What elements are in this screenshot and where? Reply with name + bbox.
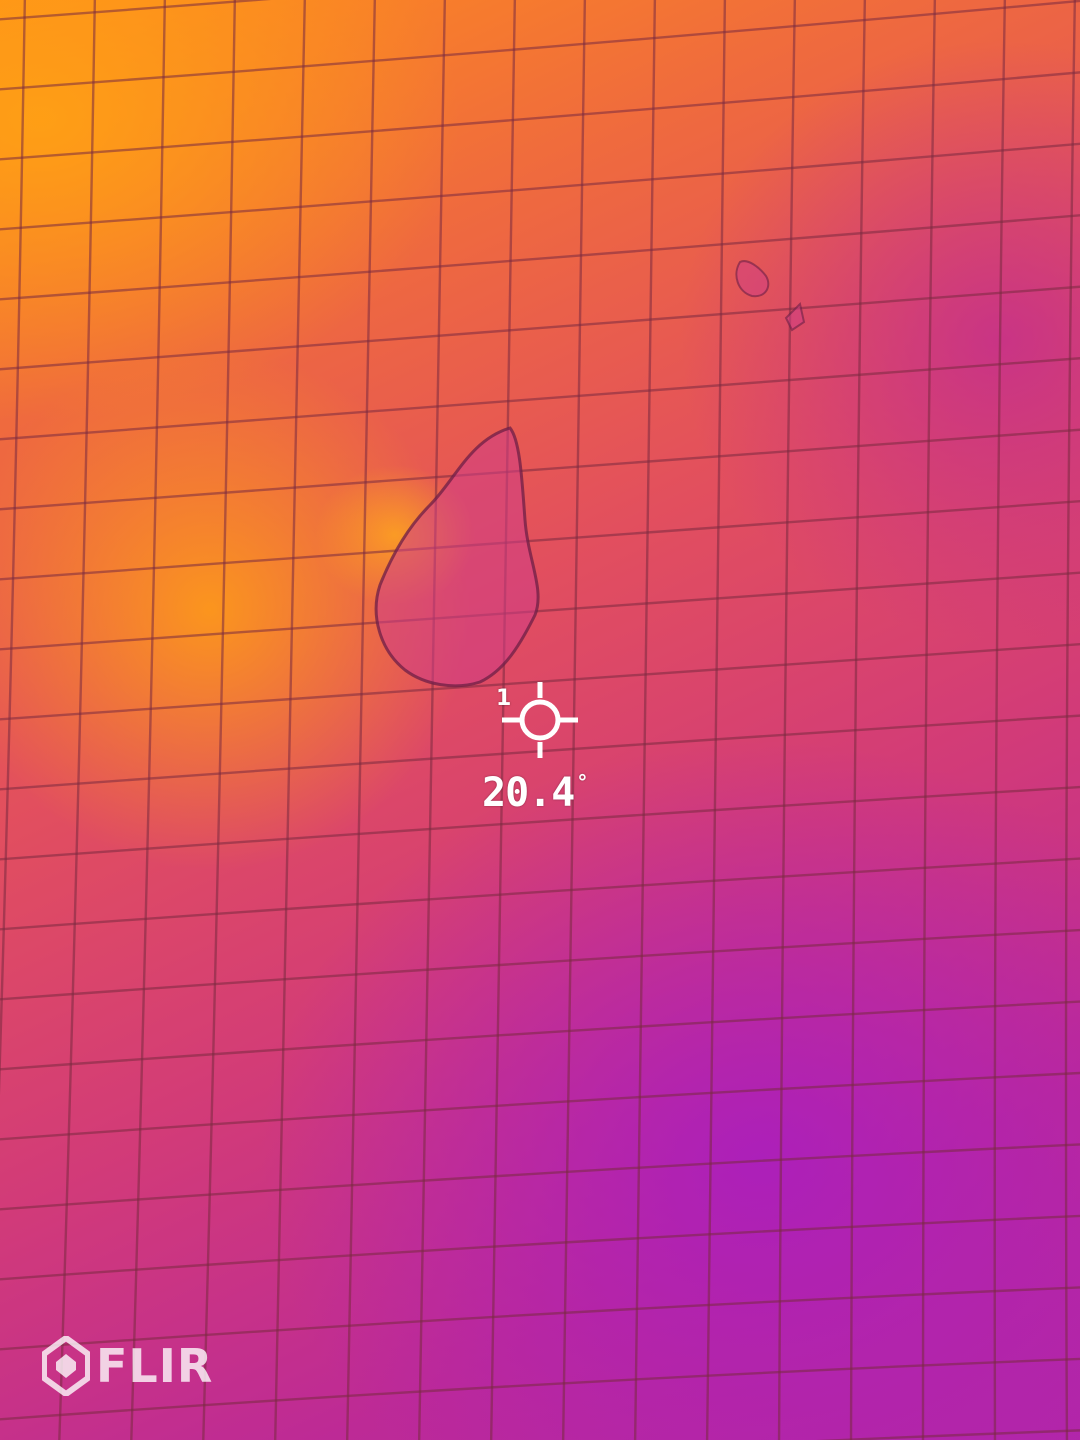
flir-diamond-icon	[42, 1336, 90, 1396]
flir-logo: FLIR	[42, 1334, 213, 1398]
temperature-value: 20.4	[482, 770, 574, 816]
temperature-readout: 20.4 °	[482, 770, 587, 816]
temperature-unit: °	[576, 770, 587, 794]
spot-meter-crosshair-icon[interactable]	[500, 682, 580, 758]
spot-index-label: 1	[496, 686, 511, 711]
logo-text: FLIR	[96, 1339, 213, 1393]
